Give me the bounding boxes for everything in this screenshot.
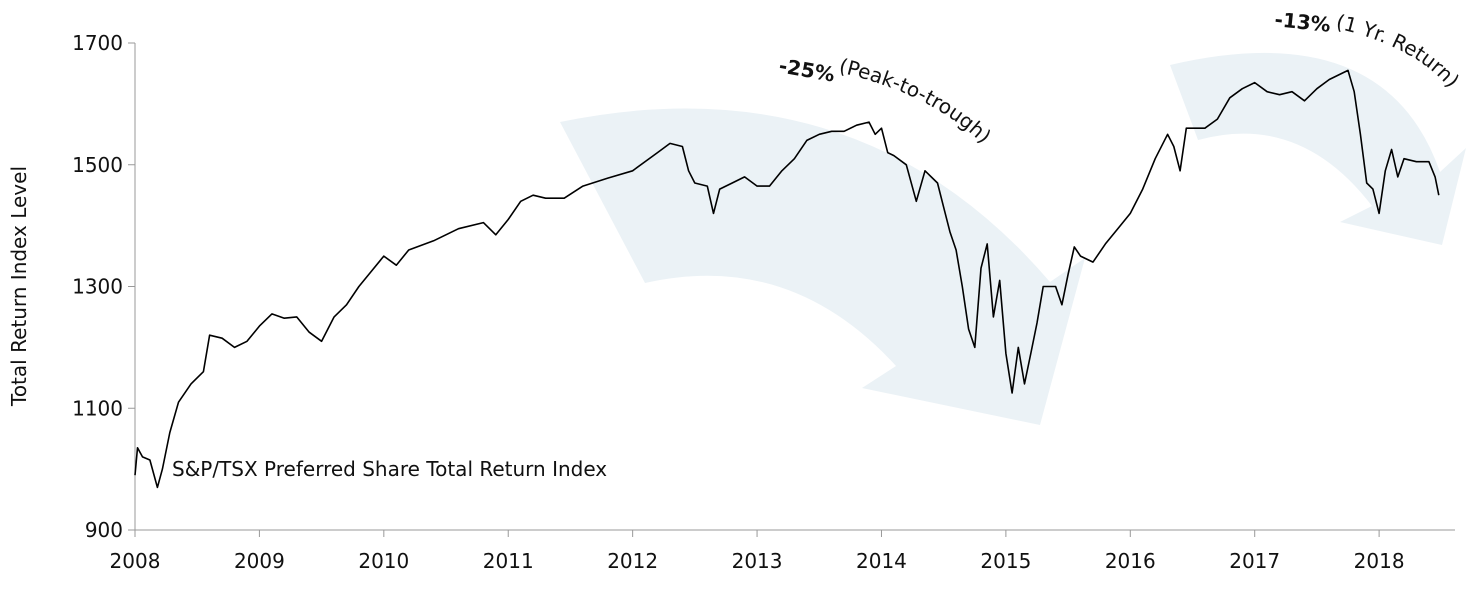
arrow <box>560 108 1085 426</box>
x-tick-label: 2012 <box>607 549 658 573</box>
y-tick-label: 1300 <box>72 275 123 299</box>
x-tick-label: 2011 <box>483 549 534 573</box>
y-tick-label: 1100 <box>72 396 123 420</box>
x-tick-label: 2009 <box>234 549 285 573</box>
line <box>134 69 1440 489</box>
y-axis-label: Total Return Index Level <box>7 166 31 407</box>
x-tick-label: 2014 <box>856 549 907 573</box>
x-tick-label: 2018 <box>1354 549 1405 573</box>
y-tick-label: 1700 <box>72 31 123 55</box>
series-label: S&P/TSX Preferred Share Total Return Ind… <box>172 457 607 481</box>
x-tick-label: 2015 <box>980 549 1031 573</box>
x-tick-label: 2010 <box>358 549 409 573</box>
x-tick-label: 2008 <box>110 549 161 573</box>
y-tick-label: 1500 <box>72 153 123 177</box>
annotation-text: (Peak-to-trough) <box>837 54 996 148</box>
arrow <box>1170 52 1466 246</box>
x-tick-label: 2016 <box>1105 549 1156 573</box>
x-tick-label: 2013 <box>732 549 783 573</box>
annotation-value: -25% <box>777 53 836 86</box>
y-tick-label: 900 <box>85 518 123 542</box>
annotation-value: -13% <box>1273 7 1331 37</box>
annotation-text: (Peak-to-trough) <box>837 54 996 148</box>
x-tick-label: 2017 <box>1229 549 1280 573</box>
